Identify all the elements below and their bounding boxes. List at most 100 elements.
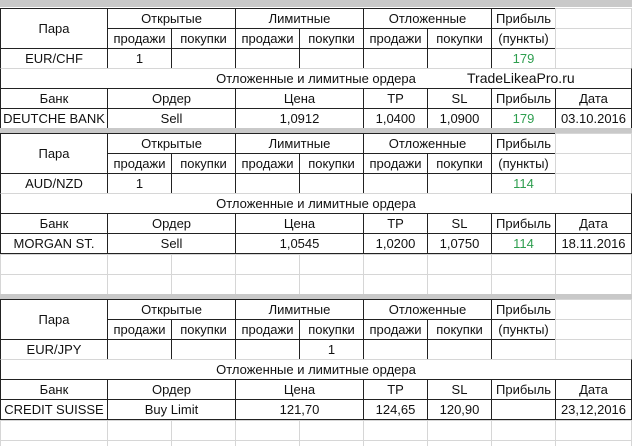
orders-header: Ордер (107, 379, 236, 400)
orders-cell: 23,12,2016 (555, 399, 632, 420)
orders-cell: Sell (107, 233, 236, 254)
group-header: Открытые (107, 133, 236, 154)
group-header: Открытые (107, 8, 236, 29)
empty-cell (235, 274, 300, 295)
empty-cell (555, 48, 632, 69)
group-header: Отложенные (363, 133, 492, 154)
pair-header: Пара (0, 299, 108, 340)
separator (0, 0, 632, 7)
orders-header: SL (427, 379, 492, 400)
orders-header: Прибыль (491, 88, 556, 109)
orders-header: Ордер (107, 213, 236, 234)
orders-cell: 1,0750 (427, 233, 492, 254)
orders-cell: 1,0200 (363, 233, 428, 254)
empty-cell (171, 254, 236, 275)
empty-cell (107, 440, 172, 446)
sub-header: продажи (235, 28, 300, 49)
summary-cell (235, 48, 300, 69)
orders-header: Цена (235, 213, 364, 234)
orders-header: TP (363, 379, 428, 400)
group-header: Лимитные (235, 299, 364, 320)
summary-cell: EUR/JPY (0, 339, 108, 360)
empty-cell (235, 254, 300, 275)
orders-header: Банк (0, 379, 108, 400)
orders-cell: DEUTCHE BANK (0, 108, 108, 129)
orders-cell: 1,0900 (427, 108, 492, 129)
empty-cell (107, 254, 172, 275)
empty-cell (363, 254, 428, 275)
empty-cell (235, 420, 300, 441)
empty-cell (171, 420, 236, 441)
summary-cell (171, 339, 236, 360)
sub-header: покупки (299, 28, 364, 49)
empty-cell (363, 420, 428, 441)
group-header: Отложенные (363, 8, 492, 29)
orders-cell: CREDIT SUISSE (0, 399, 108, 420)
empty-cell (491, 254, 556, 275)
summary-cell: AUD/NZD (0, 173, 108, 194)
orders-cell: 179 (491, 108, 556, 129)
empty-cell (555, 420, 632, 441)
watermark: TradeLikeaPro.ru (467, 70, 575, 86)
empty-cell (555, 319, 632, 340)
summary-cell (427, 48, 492, 69)
orders-header: Прибыль (491, 379, 556, 400)
group-header: Открытые (107, 299, 236, 320)
orders-header: Прибыль (491, 213, 556, 234)
group-header: Лимитные (235, 133, 364, 154)
orders-header: Дата (555, 213, 632, 234)
summary-cell (363, 339, 428, 360)
orders-header: Ордер (107, 88, 236, 109)
sub-header: продажи (363, 153, 428, 174)
pair-header: Пара (0, 133, 108, 174)
orders-cell: 03.10.2016 (555, 108, 632, 129)
summary-cell: 1 (299, 339, 364, 360)
empty-cell (299, 420, 364, 441)
orders-cell: Buy Limit (107, 399, 236, 420)
empty-cell (363, 440, 428, 446)
sub-header: покупки (299, 319, 364, 340)
sub-header: продажи (107, 153, 172, 174)
empty-cell (171, 274, 236, 295)
summary-cell (171, 173, 236, 194)
orders-header: Банк (0, 88, 108, 109)
orders-header: Цена (235, 379, 364, 400)
orders-cell: 114 (491, 233, 556, 254)
empty-cell (0, 254, 108, 275)
sub-header: покупки (171, 319, 236, 340)
empty-cell (555, 299, 632, 320)
sub-header: покупки (427, 28, 492, 49)
empty-cell (299, 274, 364, 295)
empty-cell (427, 274, 492, 295)
empty-cell (363, 274, 428, 295)
summary-cell (235, 173, 300, 194)
empty-cell (299, 254, 364, 275)
orders-header: Банк (0, 213, 108, 234)
empty-cell (555, 28, 632, 49)
orders-header: SL (427, 213, 492, 234)
orders-title: Отложенные и лимитные ордера (0, 193, 632, 214)
summary-cell (427, 173, 492, 194)
orders-header: Цена (235, 88, 364, 109)
empty-cell (555, 440, 632, 446)
summary-cell (235, 339, 300, 360)
group-header: Прибыль (491, 8, 556, 29)
sub-header: продажи (235, 153, 300, 174)
empty-cell (555, 8, 632, 29)
summary-cell (299, 48, 364, 69)
group-header: Прибыль (491, 133, 556, 154)
summary-cell (171, 48, 236, 69)
orders-header: Дата (555, 88, 632, 109)
separator (0, 128, 632, 133)
summary-cell: 1 (107, 173, 172, 194)
empty-cell (491, 420, 556, 441)
summary-cell (363, 173, 428, 194)
empty-cell (555, 173, 632, 194)
sub-header: (пункты) (491, 28, 556, 49)
empty-cell (107, 274, 172, 295)
summary-cell (363, 48, 428, 69)
empty-cell (235, 440, 300, 446)
summary-cell: 179 (491, 48, 556, 69)
sub-header: продажи (107, 28, 172, 49)
